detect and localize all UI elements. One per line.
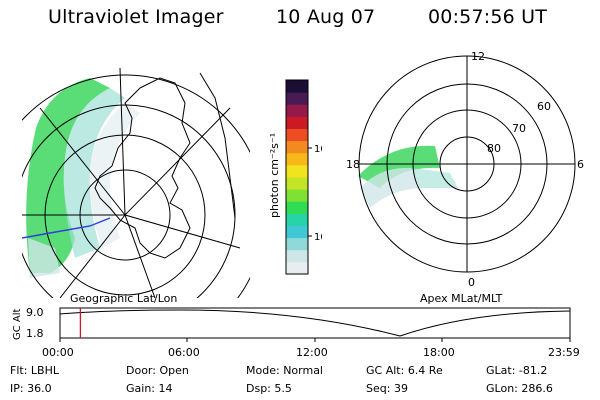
info-dsp-value: 5.5 — [274, 382, 292, 395]
info-glat-label: GLat: — [486, 364, 516, 377]
time-label: 00:57:56 UT — [428, 6, 548, 28]
colorbar-cell — [286, 80, 308, 93]
info-mode-value: Normal — [283, 364, 323, 377]
aurora-emission — [26, 78, 140, 278]
right-panel-caption: Apex MLat/MLT — [420, 292, 503, 305]
info-ip-value: 36.0 — [27, 382, 52, 395]
colorbar-tick-10: 10 — [314, 232, 322, 243]
info-ip-label: IP: — [10, 382, 24, 395]
info-glon: GLon: 286.6 — [486, 382, 553, 395]
colorbar: 100 10 photon cm⁻²s⁻¹ — [268, 79, 322, 275]
timeline-frame — [59, 307, 571, 339]
info-seq-label: Seq: — [366, 382, 391, 395]
colorbar-cell — [286, 225, 308, 239]
altitude-curve — [59, 309, 571, 337]
info-door: Door: Open — [126, 364, 189, 377]
colorbar-tick-100: 100 — [314, 144, 322, 155]
colorbar-axis-label: photon cm⁻²s⁻¹ — [268, 133, 281, 218]
longitude-lines — [22, 67, 241, 298]
colorbar-cell — [286, 177, 308, 190]
timeline-ytick-max: 9.0 — [26, 306, 44, 319]
info-door-label: Door: — [126, 364, 156, 377]
colorbar-cell — [286, 152, 308, 166]
info-seq-value: 39 — [393, 382, 408, 395]
info-gcalt-label: GC Alt: — [366, 364, 405, 377]
info-glon-label: GLon: — [486, 382, 518, 395]
colorbar-cell — [286, 237, 308, 251]
mlt-label-12: 12 — [471, 50, 485, 63]
colorbar-cell — [286, 201, 308, 214]
info-flt: Flt: LBHL — [10, 364, 59, 377]
mlt-label-18: 18 — [346, 158, 360, 171]
altitude-timeline: GC Alt 9.0 1.8 00:00 06:00 12:00 18:00 2… — [12, 306, 580, 359]
colorbar-cell — [286, 104, 308, 117]
app-title: Ultraviolet Imager — [48, 6, 224, 28]
colorbar-cell — [286, 261, 308, 275]
aurora-polar-emission — [358, 145, 458, 208]
timeline-xtick-1800: 18:00 — [423, 346, 455, 359]
colorbar-cell — [286, 116, 308, 129]
mlt-label-0: 0 — [468, 276, 475, 289]
lat-label-80: 80 — [487, 142, 501, 155]
lat-label-70: 70 — [512, 122, 526, 135]
info-seq: Seq: 39 — [366, 382, 408, 395]
info-mode-label: Mode: — [246, 364, 280, 377]
info-flt-value: LBHL — [30, 364, 59, 377]
info-dsp: Dsp: 5.5 — [246, 382, 292, 395]
timeline-xtick-0600: 06:00 — [168, 346, 200, 359]
left-panel-caption: Geographic Lat/Lon — [70, 292, 178, 305]
info-ip: IP: 36.0 — [10, 382, 52, 395]
colorbar-cell — [286, 249, 308, 263]
terminator-line — [22, 217, 111, 239]
info-flt-label: Flt: — [10, 364, 28, 377]
polar-plot: 12 18 6 0 60 70 80 — [346, 50, 584, 289]
info-dsp-label: Dsp: — [246, 382, 271, 395]
info-glat: GLat: -81.2 — [486, 364, 547, 377]
timeline-axis-label: GC Alt — [12, 308, 23, 340]
colorbar-cell — [286, 128, 308, 142]
colorbar-cell — [286, 164, 308, 178]
timeline-ytick-min: 1.8 — [26, 327, 44, 340]
colorbar-cell — [286, 92, 308, 105]
timeline-xtick-1200: 12:00 — [296, 346, 328, 359]
geographic-map — [22, 67, 250, 298]
lat-label-60: 60 — [537, 100, 551, 113]
info-glat-value: -81.2 — [518, 364, 548, 377]
timeline-xtick-2359: 23:59 — [548, 346, 580, 359]
coastline — [94, 77, 191, 259]
colorbar-cell — [286, 213, 308, 226]
date-label: 10 Aug 07 — [276, 6, 376, 28]
colorbar-cell — [286, 189, 308, 202]
info-gain: Gain: 14 — [126, 382, 173, 395]
info-door-value: Open — [159, 364, 189, 377]
info-gcalt: GC Alt: 6.4 Re — [366, 364, 443, 377]
info-mode: Mode: Normal — [246, 364, 323, 377]
info-gain-value: 14 — [158, 382, 173, 395]
timeline-xtick-0000: 00:00 — [42, 346, 74, 359]
info-gain-label: Gain: — [126, 382, 155, 395]
mlt-label-6: 6 — [577, 158, 584, 171]
colorbar-cell — [286, 140, 308, 154]
info-gcalt-value: 6.4 Re — [407, 364, 443, 377]
info-glon-value: 286.6 — [521, 382, 553, 395]
